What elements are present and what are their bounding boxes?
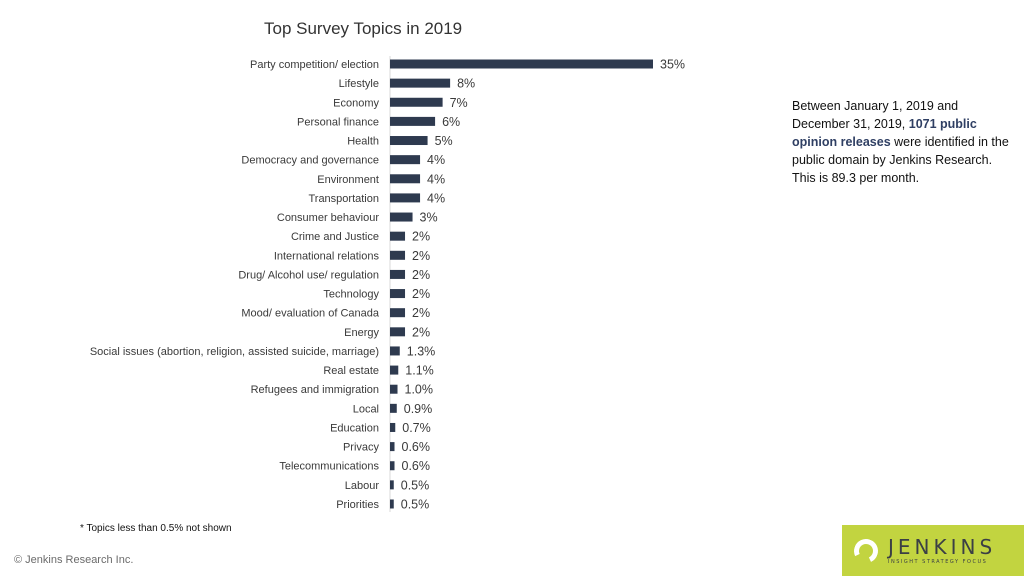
logo-tagline: INSIGHT STRATEGY FOCUS [888, 559, 988, 565]
side-note-highlight: 1071 public opinion releases [792, 117, 977, 149]
value-label: 1.1% [405, 364, 434, 378]
chart-title: Top Survey Topics in 2019 [264, 19, 463, 38]
bar [390, 155, 421, 165]
category-label: Technology [323, 289, 379, 301]
value-label: 4% [427, 191, 445, 205]
category-label: Lifestyle [339, 78, 379, 90]
bar [390, 193, 421, 203]
logo-ring-icon [850, 535, 882, 566]
category-label: Refugees and immigration [251, 384, 379, 396]
bar [390, 174, 421, 184]
value-label: 2% [412, 230, 430, 244]
copyright: © Jenkins Research Inc. [14, 554, 134, 566]
value-label: 7% [450, 96, 468, 110]
category-label: Local [353, 403, 379, 415]
value-label: 5% [435, 134, 453, 148]
value-label: 6% [442, 115, 460, 129]
category-label: Privacy [343, 442, 380, 454]
bar [390, 384, 398, 394]
bar [390, 480, 394, 490]
value-label: 2% [412, 306, 430, 320]
category-label: Drug/ Alcohol use/ regulation [238, 269, 379, 281]
category-label: Education [330, 422, 379, 434]
bar [390, 97, 443, 107]
side-note: Between January 1, 2019 and December 31,… [792, 97, 1012, 187]
bar [390, 269, 406, 279]
bar [390, 461, 395, 471]
value-label: 1.0% [405, 383, 434, 397]
bar [390, 499, 394, 509]
bar [390, 136, 428, 146]
category-label: Democracy and governance [241, 155, 379, 167]
category-label: Party competition/ election [250, 59, 379, 71]
value-label: 1.3% [407, 344, 436, 358]
value-label: 0.5% [401, 478, 430, 492]
value-label: 0.5% [401, 497, 430, 511]
category-label: Mood/ evaluation of Canada [241, 308, 379, 320]
value-label: 2% [412, 268, 430, 282]
category-label: Health [347, 136, 379, 148]
bar [390, 212, 413, 222]
bar [390, 116, 436, 126]
category-label: Real estate [323, 365, 379, 377]
bar [390, 422, 396, 432]
bar [390, 231, 406, 241]
category-label: Energy [344, 327, 379, 339]
value-label: 2% [412, 287, 430, 301]
bar [390, 308, 406, 318]
category-label: International relations [274, 250, 380, 262]
side-note-text-end: were identified in the public domain by … [792, 135, 1009, 185]
category-label: Consumer behaviour [277, 212, 379, 224]
value-label: 0.7% [402, 421, 431, 435]
category-label: Telecommunications [279, 461, 379, 473]
category-label: Social issues (abortion, religion, assis… [90, 346, 379, 358]
bar [390, 59, 653, 69]
value-label: 4% [427, 172, 445, 186]
category-label: Environment [317, 174, 379, 186]
value-label: 3% [420, 211, 438, 225]
bar [390, 442, 395, 452]
category-label: Priorities [336, 499, 379, 511]
value-label: 35% [660, 58, 685, 72]
bar [390, 78, 451, 88]
bar [390, 327, 406, 337]
category-label: Personal finance [297, 116, 379, 128]
value-label: 2% [412, 249, 430, 263]
value-label: 0.6% [402, 459, 431, 473]
category-label: Labour [345, 480, 380, 492]
bar [390, 403, 397, 413]
value-label: 2% [412, 325, 430, 339]
value-label: 0.9% [404, 402, 433, 416]
side-note-text-start: Between January 1, 2019 and December 31,… [792, 99, 959, 131]
bar [390, 289, 406, 299]
value-label: 8% [457, 77, 475, 91]
bar [390, 365, 399, 375]
category-label: Crime and Justice [291, 231, 379, 243]
bar [390, 250, 406, 260]
footnote: * Topics less than 0.5% not shown [80, 523, 232, 534]
jenkins-logo: JENKINS INSIGHT STRATEGY FOCUS [842, 525, 1024, 576]
value-label: 0.6% [402, 440, 431, 454]
category-label: Economy [333, 97, 379, 109]
category-label: Transportation [308, 193, 379, 205]
logo-name: JENKINS [888, 535, 997, 559]
value-label: 4% [427, 153, 445, 167]
bar [390, 346, 400, 356]
